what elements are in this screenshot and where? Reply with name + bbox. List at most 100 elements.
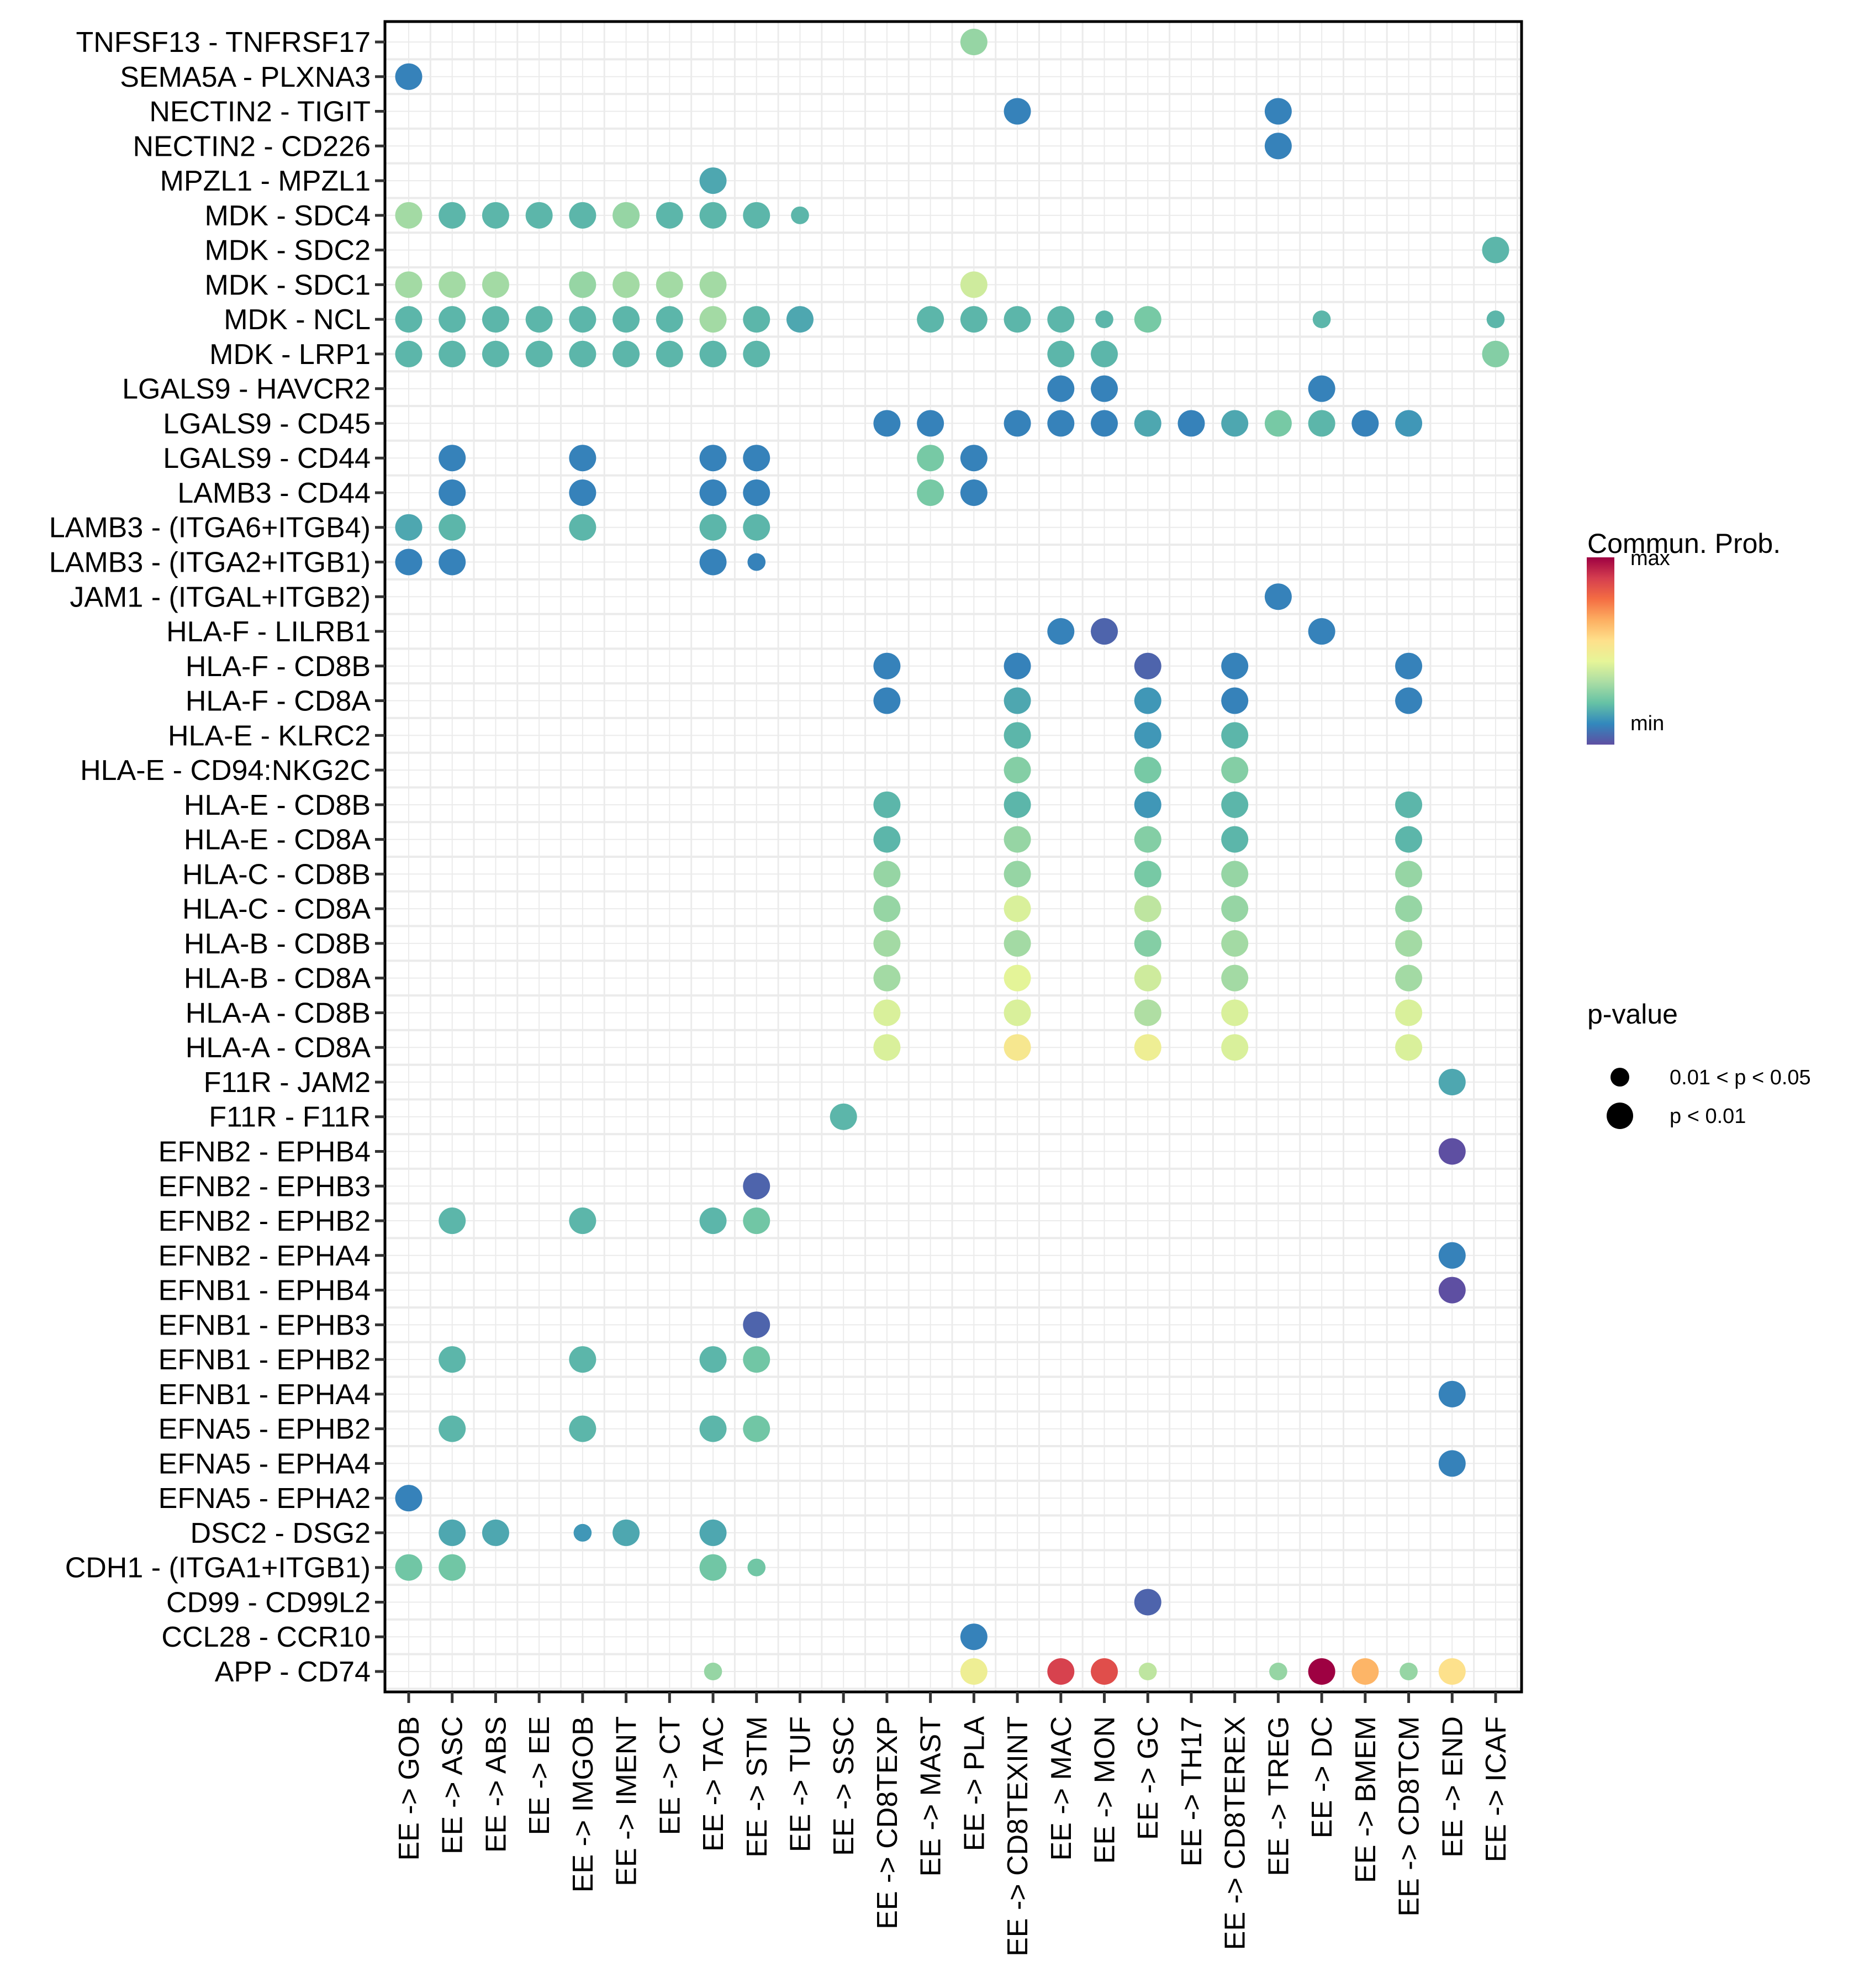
data-point bbox=[482, 271, 509, 298]
data-point bbox=[1351, 410, 1379, 437]
y-tick-label: HLA-E - KLRC2 bbox=[168, 720, 371, 752]
data-point bbox=[525, 340, 553, 367]
data-point bbox=[1308, 375, 1335, 402]
y-tick-label: EFNB2 - EPHA4 bbox=[159, 1240, 371, 1272]
data-point bbox=[960, 445, 988, 472]
data-point bbox=[1269, 1663, 1287, 1680]
data-point bbox=[569, 445, 596, 472]
data-point bbox=[1091, 410, 1118, 437]
y-tick-label: HLA-E - CD8A bbox=[184, 824, 371, 856]
data-point bbox=[569, 271, 596, 298]
y-tick-label: EFNB1 - EPHA4 bbox=[159, 1379, 371, 1411]
data-point bbox=[1134, 306, 1161, 333]
colorbar-min-label: min bbox=[1630, 712, 1664, 735]
data-point bbox=[439, 1519, 466, 1546]
data-point bbox=[612, 202, 640, 229]
data-point bbox=[395, 306, 423, 333]
data-point bbox=[1177, 410, 1205, 437]
data-point bbox=[656, 306, 683, 333]
data-point bbox=[1395, 999, 1423, 1026]
data-point bbox=[1308, 618, 1335, 645]
data-point bbox=[743, 202, 770, 229]
data-point bbox=[439, 479, 466, 506]
y-tick-label: JAM1 - (ITGAL+ITGB2) bbox=[70, 581, 371, 613]
data-point bbox=[1134, 1589, 1161, 1616]
data-point bbox=[395, 63, 423, 90]
data-point bbox=[743, 1207, 770, 1235]
data-point bbox=[395, 202, 423, 229]
y-tick-label: LGALS9 - CD44 bbox=[163, 442, 371, 474]
data-point bbox=[1482, 340, 1509, 367]
data-point bbox=[1004, 722, 1031, 749]
y-tick-label: HLA-F - CD8B bbox=[186, 651, 371, 683]
data-point bbox=[1004, 930, 1031, 957]
x-tick-label: EE -> MON bbox=[1089, 1716, 1121, 1864]
data-point bbox=[1438, 1380, 1466, 1407]
data-point bbox=[482, 202, 509, 229]
y-tick-label: SEMA5A - PLXNA3 bbox=[120, 61, 371, 93]
data-point bbox=[1091, 375, 1118, 402]
data-point bbox=[960, 306, 988, 333]
data-point bbox=[656, 271, 683, 298]
data-point bbox=[699, 514, 727, 541]
data-point bbox=[1221, 895, 1249, 922]
x-tick-label: EE -> CD8TEXP bbox=[872, 1716, 904, 1929]
data-point bbox=[1138, 1663, 1157, 1680]
x-tick-label: EE -> EE bbox=[524, 1716, 556, 1835]
data-point bbox=[439, 549, 466, 576]
data-point bbox=[569, 479, 596, 506]
data-point bbox=[699, 549, 727, 576]
data-point bbox=[743, 340, 770, 367]
data-point bbox=[1004, 999, 1031, 1026]
data-point bbox=[873, 791, 901, 818]
data-point bbox=[1047, 410, 1075, 437]
data-point bbox=[1395, 1034, 1423, 1061]
data-point bbox=[1221, 410, 1249, 437]
x-tick-label: EE -> CT bbox=[654, 1716, 686, 1835]
data-point bbox=[573, 1523, 592, 1542]
data-point bbox=[1134, 930, 1161, 957]
pvalue-legend-large-dot bbox=[1607, 1103, 1633, 1129]
data-point bbox=[1482, 236, 1509, 263]
data-point bbox=[482, 340, 509, 367]
y-tick-label: NECTIN2 - TIGIT bbox=[149, 96, 371, 128]
data-point bbox=[612, 1519, 640, 1546]
data-point bbox=[395, 1554, 423, 1581]
y-tick-label: HLA-C - CD8A bbox=[182, 893, 371, 925]
data-point bbox=[699, 167, 727, 194]
data-point bbox=[395, 340, 423, 367]
y-tick-label: HLA-E - CD94:NKG2C bbox=[80, 755, 371, 787]
data-point bbox=[699, 340, 727, 367]
y-tick-label: EFNA5 - EPHB2 bbox=[159, 1414, 371, 1446]
y-tick-label: EFNA5 - EPHA2 bbox=[159, 1483, 371, 1515]
data-point bbox=[569, 514, 596, 541]
data-point bbox=[1004, 98, 1031, 125]
data-point bbox=[1004, 895, 1031, 922]
y-tick-label: EFNB1 - EPHB2 bbox=[159, 1344, 371, 1376]
colorbar-title: Commun. Prob. bbox=[1587, 528, 1781, 559]
data-point bbox=[917, 445, 944, 472]
data-point bbox=[569, 1346, 596, 1373]
data-point bbox=[1221, 757, 1249, 784]
data-point bbox=[569, 340, 596, 367]
y-tick-label: CDH1 - (ITGA1+ITGB1) bbox=[65, 1552, 371, 1584]
data-point bbox=[395, 1485, 423, 1512]
data-point bbox=[1047, 375, 1075, 402]
data-point bbox=[395, 514, 423, 541]
data-point bbox=[395, 271, 423, 298]
x-tick-label: EE -> ICAF bbox=[1480, 1716, 1512, 1862]
data-point bbox=[873, 652, 901, 679]
data-point bbox=[439, 306, 466, 333]
data-point bbox=[439, 1207, 466, 1235]
data-point bbox=[1312, 310, 1331, 329]
data-point bbox=[656, 340, 683, 367]
x-axis: EE -> GOB EE -> ASC EE -> ABS EE -> EE EE ->… bbox=[393, 1692, 1512, 1957]
y-tick-label: HLA-E - CD8B bbox=[184, 789, 371, 821]
x-tick-label: EE -> GOB bbox=[393, 1716, 425, 1861]
data-point bbox=[525, 202, 553, 229]
data-point bbox=[1221, 826, 1249, 853]
data-points bbox=[395, 29, 1509, 1685]
x-tick-label: EE -> TH17 bbox=[1176, 1716, 1208, 1866]
pvalue-legend-small-label: 0.01 < p < 0.05 bbox=[1670, 1066, 1811, 1089]
